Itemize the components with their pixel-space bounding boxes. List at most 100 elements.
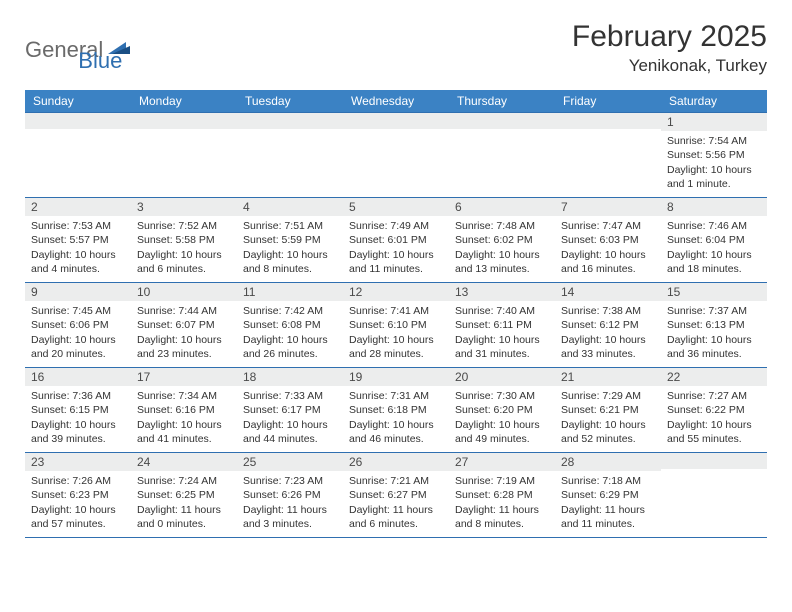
sunrise-text: Sunrise: 7:21 AM	[349, 474, 443, 488]
sunset-text: Sunset: 6:13 PM	[667, 318, 761, 332]
day-number: 28	[555, 453, 661, 471]
sunrise-text: Sunrise: 7:51 AM	[243, 219, 337, 233]
sunrise-text: Sunrise: 7:37 AM	[667, 304, 761, 318]
sunset-text: Sunset: 6:10 PM	[349, 318, 443, 332]
day-number: 4	[237, 198, 343, 216]
calendar-day-cell: 9Sunrise: 7:45 AMSunset: 6:06 PMDaylight…	[25, 283, 131, 367]
brand-part2: Blue	[78, 48, 122, 74]
sunset-text: Sunset: 6:12 PM	[561, 318, 655, 332]
sunset-text: Sunset: 6:15 PM	[31, 403, 125, 417]
daylight-text: Daylight: 10 hours and 28 minutes.	[349, 333, 443, 361]
calendar-day-cell: 19 Sunrise: 7:31 AMSunset: 6:18 PMDayligh…	[343, 368, 449, 452]
sunset-text: Sunset: 6:27 PM	[349, 488, 443, 502]
daylight-text: Daylight: 10 hours and 26 minutes.	[243, 333, 337, 361]
calendar-empty-cell	[131, 113, 237, 197]
day-number: 8	[661, 198, 767, 216]
daylight-text: Daylight: 10 hours and 44 minutes.	[243, 418, 337, 446]
day-number	[343, 113, 449, 129]
day-number: 2	[25, 198, 131, 216]
calendar-day-cell: 16Sunrise: 7:36 AMSunset: 6:15 PMDayligh…	[25, 368, 131, 452]
day-number: 10	[131, 283, 237, 301]
day-header-cell: Saturday	[661, 90, 767, 112]
calendar-day-cell: 2Sunrise: 7:53 AMSunset: 5:57 PMDaylight…	[25, 198, 131, 282]
sunrise-text: Sunrise: 7:41 AM	[349, 304, 443, 318]
day-number: 27	[449, 453, 555, 471]
daylight-text: Daylight: 10 hours and 23 minutes.	[137, 333, 231, 361]
day-number: 20	[449, 368, 555, 386]
sunset-text: Sunset: 6:23 PM	[31, 488, 125, 502]
calendar-week-row: 23Sunrise: 7:26 AMSunset: 6:23 PMDayligh…	[25, 453, 767, 538]
sunrise-text: Sunrise: 7:31 AM	[349, 389, 443, 403]
sunset-text: Sunset: 6:04 PM	[667, 233, 761, 247]
daylight-text: Daylight: 10 hours and 46 minutes.	[349, 418, 443, 446]
sunrise-text: Sunrise: 7:44 AM	[137, 304, 231, 318]
daylight-text: Daylight: 11 hours and 8 minutes.	[455, 503, 549, 531]
daylight-text: Daylight: 10 hours and 20 minutes.	[31, 333, 125, 361]
sunset-text: Sunset: 5:56 PM	[667, 148, 761, 162]
daylight-text: Daylight: 10 hours and 31 minutes.	[455, 333, 549, 361]
daylight-text: Daylight: 10 hours and 33 minutes.	[561, 333, 655, 361]
sunset-text: Sunset: 6:28 PM	[455, 488, 549, 502]
calendar-day-cell: 11Sunrise: 7:42 AMSunset: 6:08 PMDayligh…	[237, 283, 343, 367]
sunset-text: Sunset: 6:20 PM	[455, 403, 549, 417]
sunrise-text: Sunrise: 7:27 AM	[667, 389, 761, 403]
sunrise-text: Sunrise: 7:45 AM	[31, 304, 125, 318]
sunrise-text: Sunrise: 7:23 AM	[243, 474, 337, 488]
day-number: 19	[343, 368, 449, 386]
sunset-text: Sunset: 6:08 PM	[243, 318, 337, 332]
sunrise-text: Sunrise: 7:53 AM	[31, 219, 125, 233]
sunset-text: Sunset: 6:06 PM	[31, 318, 125, 332]
sunset-text: Sunset: 6:17 PM	[243, 403, 337, 417]
sunrise-text: Sunrise: 7:24 AM	[137, 474, 231, 488]
sunset-text: Sunset: 5:58 PM	[137, 233, 231, 247]
sunrise-text: Sunrise: 7:33 AM	[243, 389, 337, 403]
day-number: 15	[661, 283, 767, 301]
calendar-day-cell: 23Sunrise: 7:26 AMSunset: 6:23 PMDayligh…	[25, 453, 131, 537]
day-number: 6	[449, 198, 555, 216]
brand-logo: General Blue	[25, 20, 122, 74]
day-number: 26	[343, 453, 449, 471]
daylight-text: Daylight: 11 hours and 6 minutes.	[349, 503, 443, 531]
calendar-day-cell: 13Sunrise: 7:40 AMSunset: 6:11 PMDayligh…	[449, 283, 555, 367]
sunset-text: Sunset: 6:21 PM	[561, 403, 655, 417]
day-number	[25, 113, 131, 129]
daylight-text: Daylight: 10 hours and 49 minutes.	[455, 418, 549, 446]
sunset-text: Sunset: 6:16 PM	[137, 403, 231, 417]
sunset-text: Sunset: 6:02 PM	[455, 233, 549, 247]
calendar-day-cell: 22Sunrise: 7:27 AMSunset: 6:22 PMDayligh…	[661, 368, 767, 452]
calendar-day-cell: 20Sunrise: 7:30 AMSunset: 6:20 PMDayligh…	[449, 368, 555, 452]
calendar-day-cell: 18 Sunrise: 7:33 AMSunset: 6:17 PMDayligh…	[237, 368, 343, 452]
calendar-empty-cell	[555, 113, 661, 197]
calendar-day-cell: 14Sunrise: 7:38 AMSunset: 6:12 PMDayligh…	[555, 283, 661, 367]
day-header-cell: Wednesday	[343, 90, 449, 112]
sunset-text: Sunset: 6:01 PM	[349, 233, 443, 247]
calendar-day-cell: 8Sunrise: 7:46 AMSunset: 6:04 PMDaylight…	[661, 198, 767, 282]
sunset-text: Sunset: 6:22 PM	[667, 403, 761, 417]
calendar-day-cell: 3Sunrise: 7:52 AMSunset: 5:58 PMDaylight…	[131, 198, 237, 282]
day-header-cell: Monday	[131, 90, 237, 112]
daylight-text: Daylight: 10 hours and 8 minutes.	[243, 248, 337, 276]
day-header-cell: Sunday	[25, 90, 131, 112]
sunrise-text: Sunrise: 7:46 AM	[667, 219, 761, 233]
location-subtitle: Yenikonak, Turkey	[572, 56, 767, 76]
day-number	[131, 113, 237, 129]
day-header-cell: Tuesday	[237, 90, 343, 112]
day-number: 22	[661, 368, 767, 386]
sunrise-text: Sunrise: 7:34 AM	[137, 389, 231, 403]
day-number: 5	[343, 198, 449, 216]
daylight-text: Daylight: 10 hours and 1 minute.	[667, 163, 761, 191]
day-number	[449, 113, 555, 129]
day-number	[661, 453, 767, 469]
sunset-text: Sunset: 6:07 PM	[137, 318, 231, 332]
sunset-text: Sunset: 6:25 PM	[137, 488, 231, 502]
day-number: 24	[131, 453, 237, 471]
sunset-text: Sunset: 6:18 PM	[349, 403, 443, 417]
calendar-day-cell: 26 Sunrise: 7:21 AMSunset: 6:27 PMDayligh…	[343, 453, 449, 537]
daylight-text: Daylight: 10 hours and 6 minutes.	[137, 248, 231, 276]
calendar-day-cell: 24Sunrise: 7:24 AMSunset: 6:25 PMDayligh…	[131, 453, 237, 537]
day-number: 18	[237, 368, 343, 386]
calendar-week-row: 1Sunrise: 7:54 AMSunset: 5:56 PMDaylight…	[25, 112, 767, 198]
sunset-text: Sunset: 6:26 PM	[243, 488, 337, 502]
sunrise-text: Sunrise: 7:40 AM	[455, 304, 549, 318]
calendar-empty-cell	[343, 113, 449, 197]
